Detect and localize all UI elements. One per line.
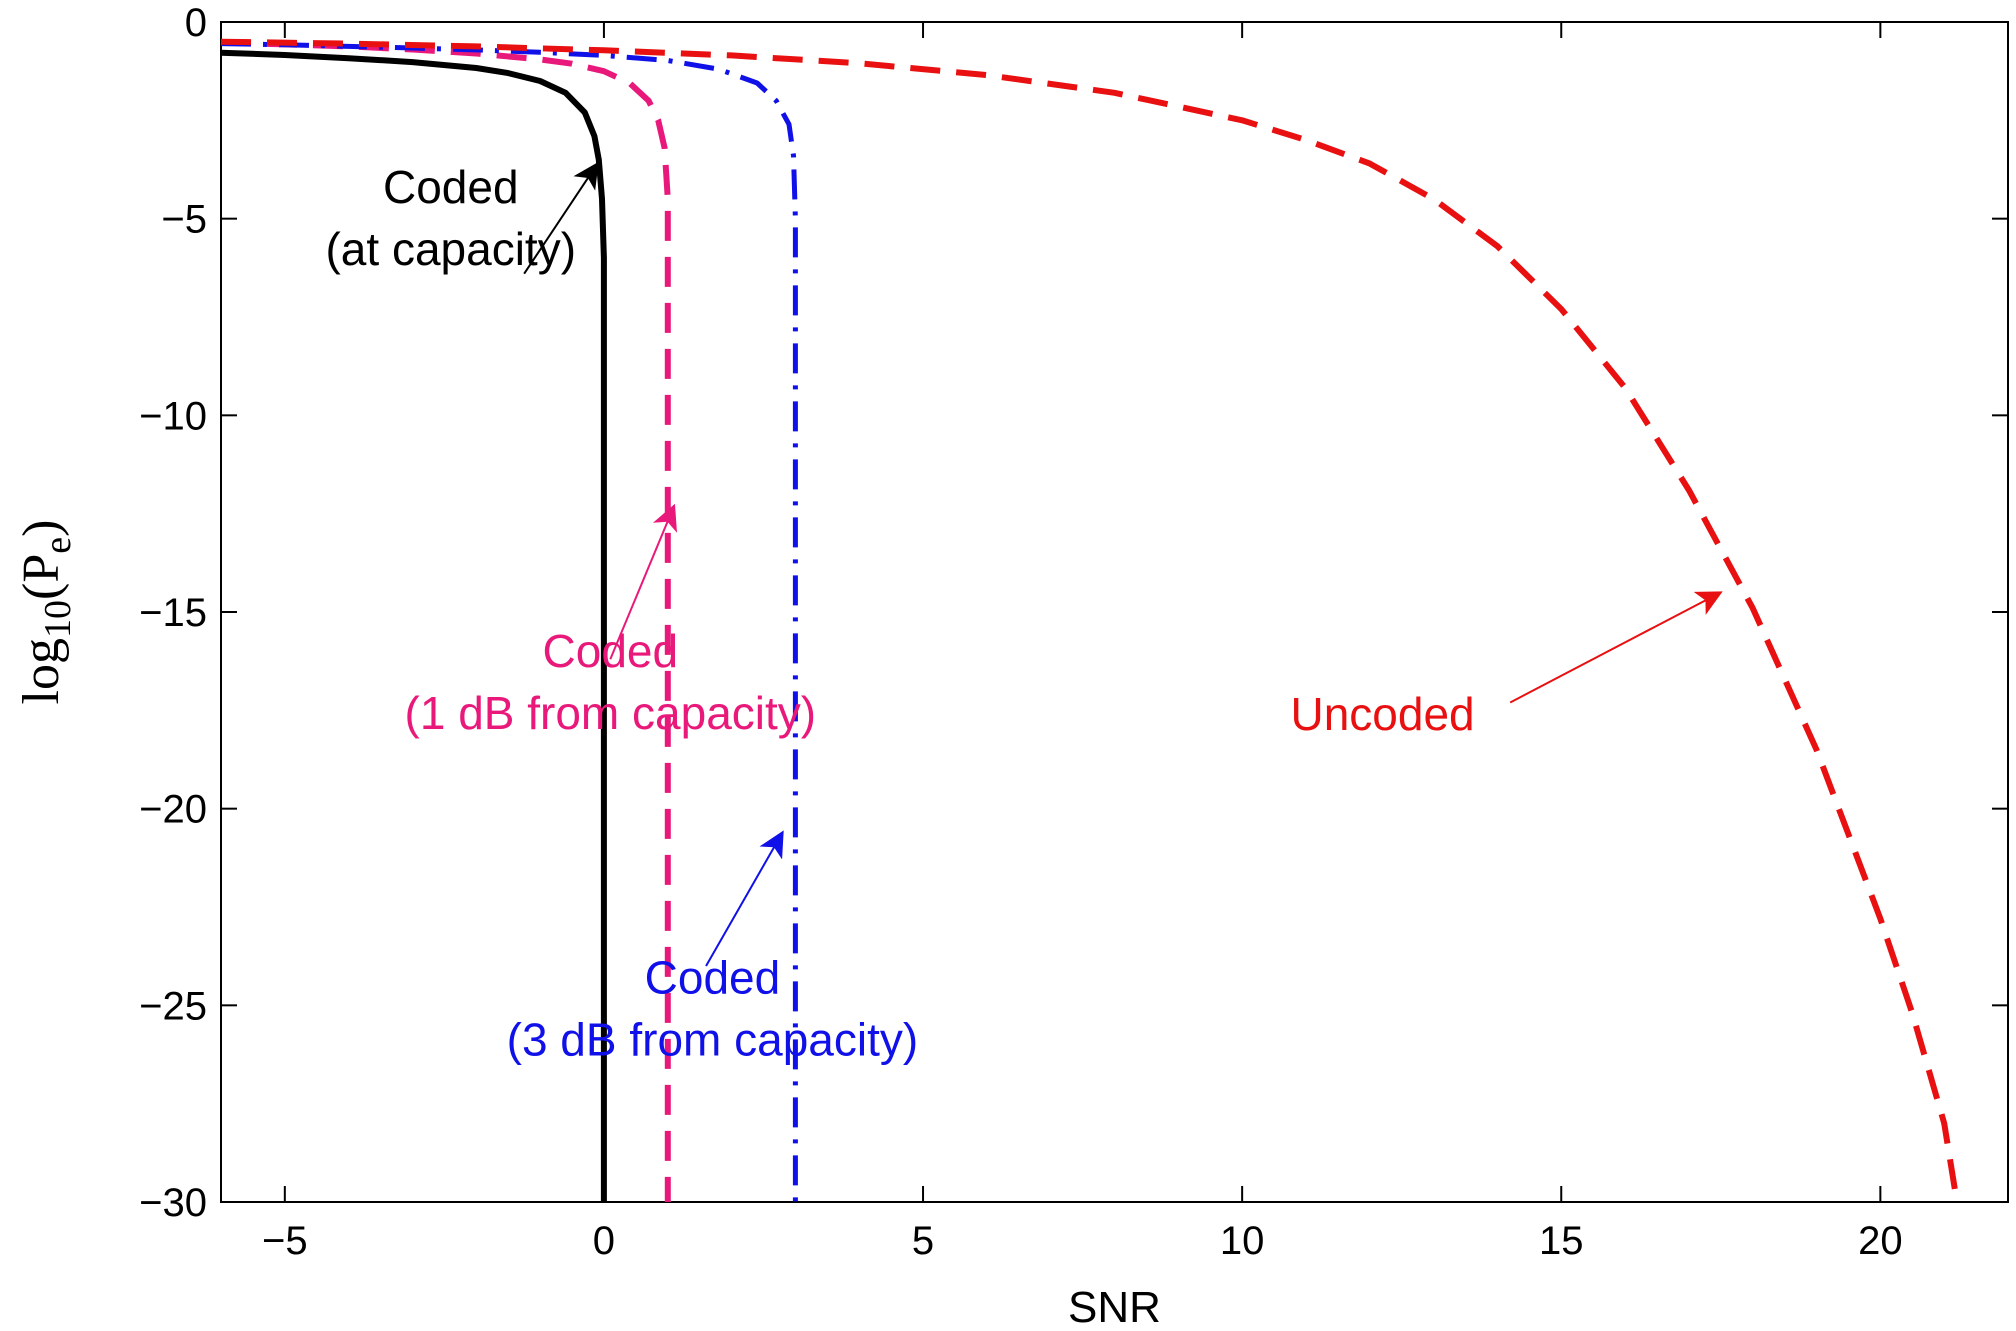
series-line-cap [220,49,607,1202]
y-tick-label: 0 [185,1,207,45]
y-title-paren-open: (P [13,554,70,600]
x-axis: −5 0 5 10 15 20 [262,22,1903,1263]
series-layer [220,38,1960,1203]
annotation-line: (1 dB from capacity) [405,687,817,739]
annotation-text-uncoded: Uncoded [1290,688,1474,740]
y-axis-title: log10(Pe) [13,520,79,705]
y-tick-label: −25 [139,984,207,1028]
x-tick-label: 0 [593,1219,615,1263]
x-tick-label: 20 [1858,1219,1903,1263]
annotation-line: Uncoded [1290,688,1474,740]
y-tick-label: −10 [139,394,207,438]
x-tick-label: 10 [1220,1219,1265,1263]
y-title-sub1: 10 [37,600,79,638]
annotation-line: Coded [383,161,519,213]
x-tick-label: 15 [1539,1219,1584,1263]
annotation-text-cap: Coded (at capacity) [325,161,576,275]
y-tick-label: −20 [139,788,207,832]
annotation-line: Coded [645,952,781,1004]
annotation-text-threeDb: Coded (3 dB from capacity) [507,952,919,1066]
annotation-arrow-threeDb [705,830,784,967]
annotation-line: (at capacity) [325,223,576,275]
y-tick-label: −5 [161,198,207,242]
y-title-main: log [13,638,70,704]
x-tick-label: −5 [262,1219,308,1263]
y-tick-label: −30 [139,1181,207,1225]
annotation-text-oneDb: Coded (1 dB from capacity) [405,625,817,739]
y-title-paren-close: ) [13,520,70,537]
annotation-line: (3 dB from capacity) [507,1014,919,1066]
x-axis-title: SNR [1068,1283,1161,1331]
x-tick-label: 5 [912,1219,934,1263]
annotation-arrow-cap [523,161,599,275]
y-title-sub2: e [37,537,79,554]
series-line-uncoded [220,38,1960,1203]
y-axis: 0 −5 −10 −15 −20 −25 −30 [139,1,2008,1225]
annotation-line: Coded [543,625,679,677]
annotation-arrow-uncoded [1509,591,1723,704]
annotation-arrow-oneDb [609,503,677,660]
annotation-layer: Coded (at capacity) Coded (1 dB from capaci… [325,161,1723,1066]
y-tick-label: −15 [139,591,207,635]
